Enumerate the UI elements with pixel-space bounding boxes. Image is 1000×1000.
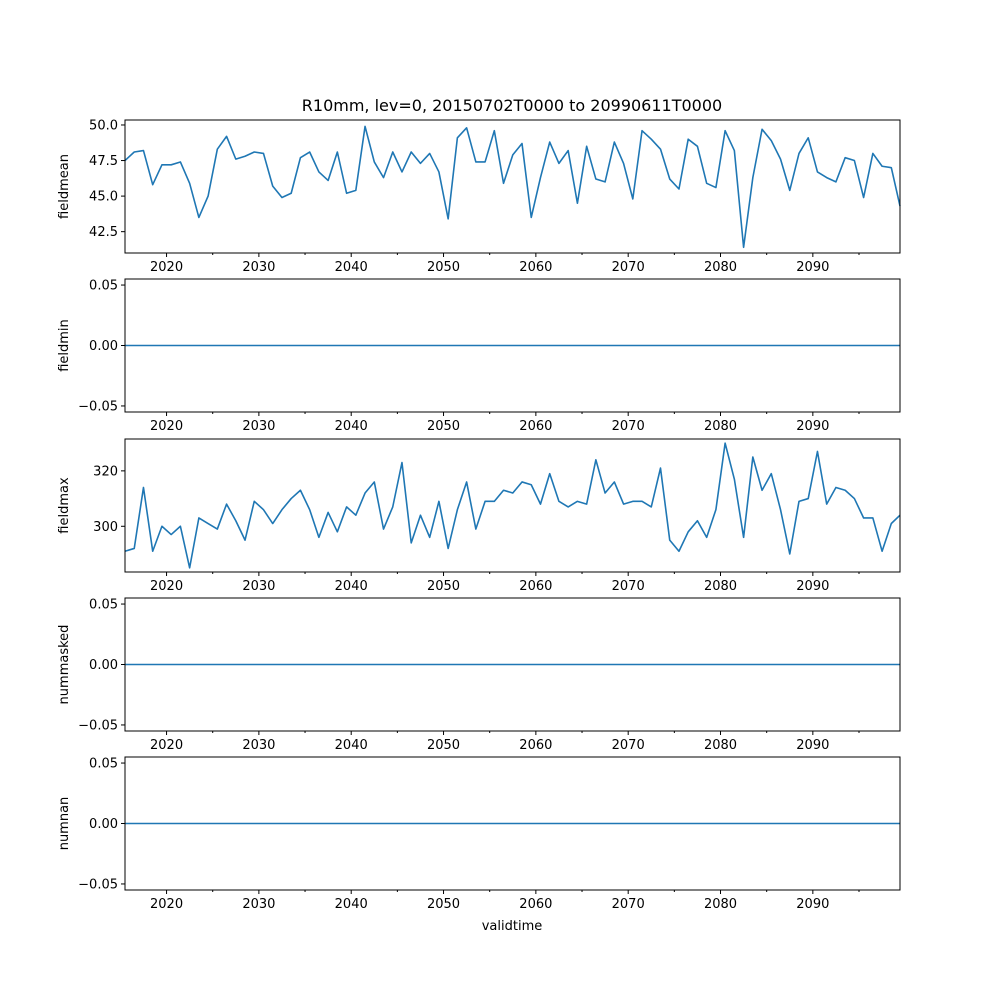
panels-container: 42.5 45.0 47.5 50.0 2020 2030 2040 2050 2060 2070…: [57, 118, 901, 912]
x-tick-label-numnan: 2090: [796, 897, 829, 912]
x-tick-label-nummasked: 2020: [150, 738, 183, 753]
y-axis-label-numnan: numnan: [57, 797, 72, 851]
x-tick-label-nummasked: 2050: [427, 738, 460, 753]
y-axis-label-fieldmean: fieldmean: [57, 154, 72, 219]
y-tick-label-fieldmin: 0.00: [89, 339, 118, 354]
x-tick-label-fieldmax: 2020: [150, 579, 183, 594]
x-tick-label-fieldmax: 2070: [612, 579, 645, 594]
x-tick-label-fieldmean: 2080: [704, 260, 737, 275]
y-tick-label-fieldmin: 0.05: [89, 279, 118, 294]
y-tick-label-fieldmean: 50.0: [89, 118, 118, 133]
y-axis-label-nummasked: nummasked: [57, 625, 72, 705]
x-tick-label-fieldmax: 2030: [242, 579, 275, 594]
y-tick-label-fieldmax: 300: [93, 520, 118, 535]
x-tick-label-fieldmean: 2060: [519, 260, 552, 275]
y-tick-label-numnan: −0.05: [78, 877, 118, 892]
panel-fieldmin: −0.05 0.00 0.05 2020 2030 2040 2050 2060 2070 208…: [57, 278, 901, 434]
series-line-fieldmean: [124, 125, 901, 249]
x-tick-label-fieldmean: 2030: [242, 260, 275, 275]
y-axis-label-fieldmin: fieldmin: [57, 319, 72, 372]
y-tick-label-fieldmean: 42.5: [89, 225, 118, 240]
y-tick-label-fieldmin: −0.05: [78, 399, 118, 414]
x-tick-label-fieldmean: 2020: [150, 260, 183, 275]
x-tick-label-nummasked: 2040: [335, 738, 368, 753]
x-tick-label-fieldmean: 2050: [427, 260, 460, 275]
x-tick-label-fieldmin: 2080: [704, 419, 737, 434]
y-tick-label-fieldmean: 45.0: [89, 190, 118, 205]
y-tick-label-fieldmean: 47.5: [89, 154, 118, 169]
x-tick-label-numnan: 2080: [704, 897, 737, 912]
x-tick-label-fieldmin: 2090: [796, 419, 829, 434]
y-tick-label-nummasked: −0.05: [78, 718, 118, 733]
x-tick-label-nummasked: 2070: [612, 738, 645, 753]
x-tick-label-fieldmean: 2070: [612, 260, 645, 275]
y-axis-label-fieldmax: fieldmax: [57, 477, 72, 534]
x-tick-label-fieldmean: 2090: [796, 260, 829, 275]
x-tick-label-nummasked: 2030: [242, 738, 275, 753]
x-tick-label-nummasked: 2060: [519, 738, 552, 753]
x-tick-label-nummasked: 2080: [704, 738, 737, 753]
y-tick-label-nummasked: 0.05: [89, 598, 118, 613]
x-tick-label-fieldmin: 2060: [519, 419, 552, 434]
panel-fieldmean: 42.5 45.0 47.5 50.0 2020 2030 2040 2050 2060 2070…: [57, 118, 901, 275]
x-tick-label-nummasked: 2090: [796, 738, 829, 753]
x-tick-label-numnan: 2040: [335, 897, 368, 912]
x-tick-label-numnan: 2030: [242, 897, 275, 912]
x-tick-label-fieldmean: 2040: [335, 260, 368, 275]
axes-frame-fieldmax: [124, 438, 901, 573]
series-line-fieldmax: [124, 442, 901, 569]
x-tick-label-fieldmin: 2040: [335, 419, 368, 434]
y-tick-label-nummasked: 0.00: [89, 658, 118, 673]
panel-numnan: −0.05 0.00 0.05 2020 2030 2040 2050 2060 2070 208…: [57, 756, 901, 912]
x-tick-label-fieldmax: 2050: [427, 579, 460, 594]
x-tick-label-fieldmin: 2030: [242, 419, 275, 434]
x-tick-label-fieldmax: 2090: [796, 579, 829, 594]
x-axis-label: validtime: [482, 919, 543, 934]
y-tick-label-numnan: 0.05: [89, 757, 118, 772]
x-tick-label-numnan: 2060: [519, 897, 552, 912]
y-tick-label-numnan: 0.00: [89, 817, 118, 832]
x-tick-label-fieldmax: 2060: [519, 579, 552, 594]
x-tick-label-numnan: 2020: [150, 897, 183, 912]
panel-fieldmax: 300 320 2020 2030 2040 2050 2060 2070 2080 2090 fi…: [57, 438, 901, 594]
x-tick-label-fieldmax: 2080: [704, 579, 737, 594]
x-tick-label-numnan: 2050: [427, 897, 460, 912]
axes-frame-fieldmean: [124, 119, 901, 254]
y-tick-label-fieldmax: 320: [93, 464, 118, 479]
chart-title: R10mm, lev=0, 20150702T0000 to 20990611T…: [302, 96, 722, 115]
x-tick-label-fieldmax: 2040: [335, 579, 368, 594]
x-tick-label-fieldmin: 2020: [150, 419, 183, 434]
x-tick-label-numnan: 2070: [612, 897, 645, 912]
x-tick-label-fieldmin: 2050: [427, 419, 460, 434]
panel-nummasked: −0.05 0.00 0.05 2020 2030 2040 2050 2060 2070 208…: [57, 597, 901, 753]
x-tick-label-fieldmin: 2070: [612, 419, 645, 434]
